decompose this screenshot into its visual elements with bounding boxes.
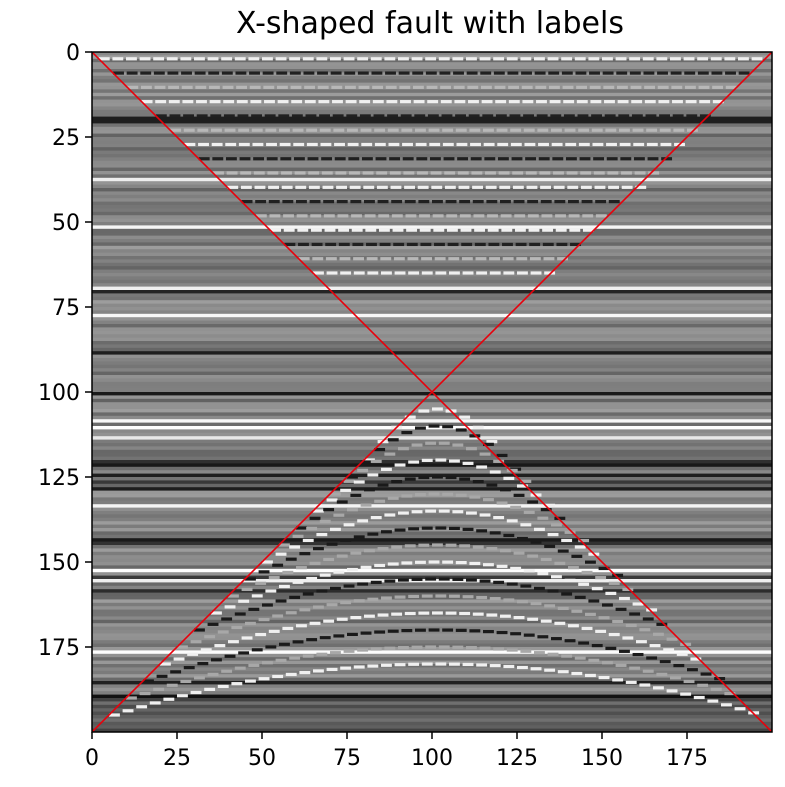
y-tick-label: 175 xyxy=(38,636,80,661)
y-axis: 0 25 50 75 100 125 150 175 xyxy=(38,41,92,661)
y-tick-label: 0 xyxy=(66,41,80,66)
x-axis: 0 25 50 75 100 125 150 175 xyxy=(85,732,708,771)
x-tick-label: 0 xyxy=(85,746,99,771)
y-tick-label: 75 xyxy=(52,296,80,321)
x-tick-label: 75 xyxy=(333,746,361,771)
x-tick-label: 25 xyxy=(163,746,191,771)
x-tick-label: 150 xyxy=(581,746,623,771)
y-tick-label: 25 xyxy=(52,126,80,151)
x-tick-label: 125 xyxy=(496,746,538,771)
y-tick-label: 150 xyxy=(38,551,80,576)
fault-line-2 xyxy=(92,52,772,732)
x-tick-label: 100 xyxy=(411,746,453,771)
x-tick-label: 50 xyxy=(248,746,276,771)
fault-lines xyxy=(92,52,772,732)
y-tick-label: 50 xyxy=(52,211,80,236)
chart-title: X-shaped fault with labels xyxy=(236,6,624,41)
y-tick-label: 100 xyxy=(38,381,80,406)
x-tick-label: 175 xyxy=(666,746,708,771)
y-tick-label: 125 xyxy=(38,466,80,491)
